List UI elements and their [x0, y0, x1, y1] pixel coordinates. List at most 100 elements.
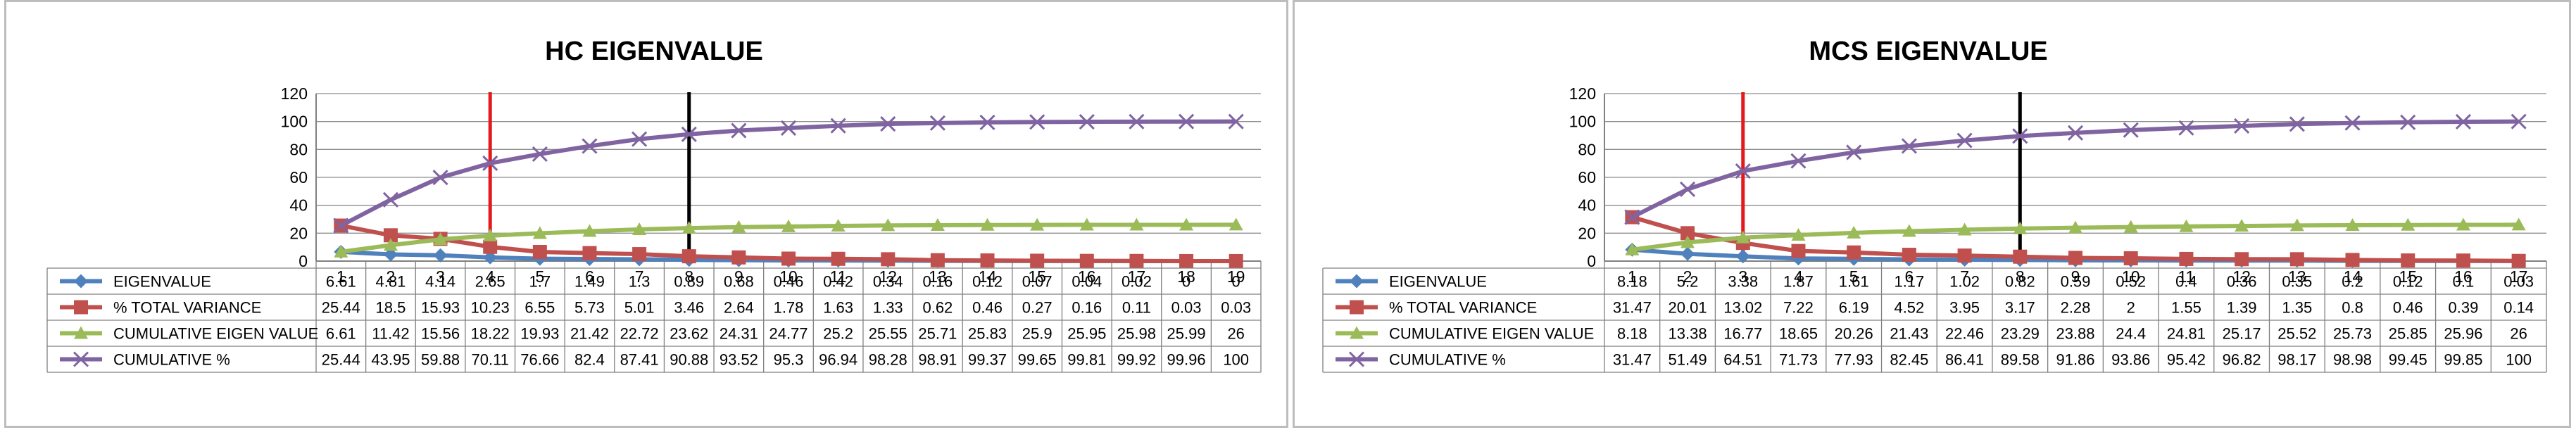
- table-cell: 25.17: [2223, 325, 2261, 343]
- table-cell: 0.1: [2453, 273, 2475, 291]
- data-point: [383, 238, 398, 251]
- legend-label: CUMULATIVE EIGEN VALUE: [1389, 325, 1594, 343]
- data-point: [831, 219, 846, 232]
- table-cell: 20.26: [1835, 325, 1873, 343]
- x-tick-label: 10: [779, 267, 798, 286]
- table-cell: 20.01: [1669, 299, 1707, 317]
- table-cell: 98.17: [2277, 351, 2316, 369]
- table-cell: 82.45: [1890, 351, 1928, 369]
- data-point: [781, 219, 796, 232]
- table-cell: 99.92: [1117, 351, 1156, 369]
- table-cell: 16.77: [1723, 325, 1762, 343]
- data-point: [2067, 125, 2084, 141]
- data-point: [830, 118, 846, 134]
- table-cell: 1.17: [1894, 273, 1924, 291]
- table-cell: 3.46: [674, 299, 704, 317]
- x-tick-label: 7: [1960, 267, 1969, 286]
- data-point: [632, 131, 648, 147]
- data-point: [1901, 138, 1917, 154]
- y-tick-label: 20: [1578, 224, 1596, 242]
- table-cell: 71.73: [1779, 351, 1818, 369]
- data-point: [1846, 144, 1862, 160]
- data-point: [383, 228, 398, 243]
- table-cell: 1.49: [574, 273, 605, 291]
- data-point: [2456, 253, 2470, 268]
- data-point: [433, 248, 448, 263]
- data-point: [2235, 219, 2249, 232]
- y-tick-label: 60: [1578, 168, 1596, 186]
- data-point: [880, 116, 896, 132]
- data-point: [2123, 251, 2138, 266]
- data-point: [532, 245, 547, 260]
- series-cumulative-eigen-value: [334, 217, 1243, 258]
- table-cell: 25.44: [322, 299, 360, 317]
- x-tick-label: 9: [2071, 267, 2080, 286]
- table-cell: 0.36: [2227, 273, 2257, 291]
- table-cell: 1.63: [823, 299, 853, 317]
- table-cell: 0.46: [2393, 299, 2423, 317]
- table-cell: 25.9: [1022, 325, 1053, 343]
- data-point: [1079, 253, 1094, 268]
- table-cell: 100: [2506, 351, 2532, 369]
- table-cell: 96.82: [2223, 351, 2261, 369]
- x-tick-label: 11: [2178, 267, 2194, 286]
- table-cell: 7.22: [1783, 299, 1814, 317]
- data-point: [681, 126, 697, 142]
- table-cell: 99.45: [2389, 351, 2427, 369]
- table-cell: 18.22: [471, 325, 510, 343]
- table-cell: 0.04: [1072, 273, 1102, 291]
- table-cell: 5.73: [574, 299, 605, 317]
- data-point: [582, 138, 598, 154]
- table-cell: 25.71: [918, 325, 957, 343]
- table-cell: 25.98: [1117, 325, 1156, 343]
- table-cell: 0.8: [2342, 299, 2363, 317]
- data-point: [1957, 222, 1972, 236]
- table-cell: 1.87: [1783, 273, 1814, 291]
- x-tick-label: 9: [734, 267, 743, 286]
- table-cell: 0.02: [1121, 273, 1152, 291]
- data-point: [2179, 251, 2194, 266]
- data-point: [1679, 181, 1696, 197]
- legend-label: EIGENVALUE: [113, 273, 211, 291]
- data-point: [1790, 153, 1807, 169]
- table-cell: 31.47: [1613, 299, 1652, 317]
- y-tick-label: 120: [281, 84, 308, 103]
- x-tick-label: 8: [684, 267, 693, 286]
- data-point: [532, 226, 547, 239]
- data-point: [1229, 217, 1243, 231]
- data-point: [433, 232, 448, 246]
- table-cell: 22.46: [1945, 325, 1984, 343]
- y-tick-label: 60: [289, 168, 308, 186]
- series-cumulative-: [333, 113, 1244, 234]
- x-tick-label: 2: [387, 267, 396, 286]
- table-cell: 0.03: [1171, 299, 1202, 317]
- table-cell: 25.85: [2389, 325, 2427, 343]
- data-point: [2511, 113, 2527, 129]
- x-tick-label: 12: [879, 267, 897, 286]
- table-cell: 0.39: [2449, 299, 2479, 317]
- x-tick-label: 17: [2510, 267, 2528, 286]
- table-cell: 0.52: [2116, 273, 2146, 291]
- data-point: [334, 244, 348, 258]
- data-point: [2456, 217, 2470, 231]
- table-cell: 3.38: [1728, 273, 1758, 291]
- data-point: [2013, 249, 2028, 264]
- x-tick-label: 11: [830, 267, 847, 286]
- table-cell: 1.02: [1949, 273, 1980, 291]
- legend-label: % TOTAL VARIANCE: [1389, 299, 1537, 317]
- data-point: [383, 247, 398, 262]
- table-cell: 100: [1223, 351, 1249, 369]
- data-point: [2455, 113, 2472, 130]
- legend-key-marker: [74, 326, 88, 339]
- y-tick-label: 20: [289, 224, 308, 242]
- table-cell: 1.33: [873, 299, 903, 317]
- x-tick-label: 10: [2122, 267, 2140, 286]
- table-cell: 95.3: [774, 351, 804, 369]
- x-tick-label: 7: [635, 267, 644, 286]
- x-tick-label: 16: [1078, 267, 1096, 286]
- table-cell: 0: [1232, 273, 1240, 291]
- y-tick-label: 100: [281, 113, 308, 131]
- table-cell: 25.96: [2444, 325, 2482, 343]
